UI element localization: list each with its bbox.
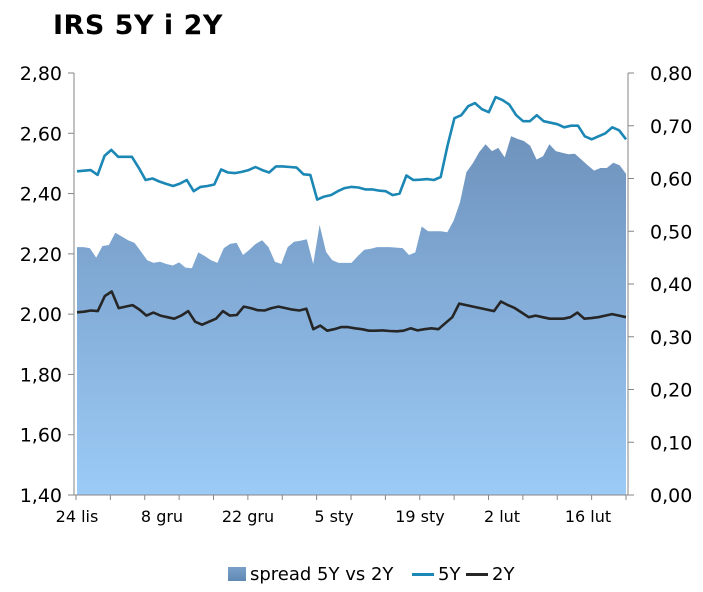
legend-item-spread: spread 5Y vs 2Y: [228, 560, 393, 588]
legend: spread 5Y vs 2Y 5Y 2Y: [0, 560, 703, 588]
y-right-tick-label: 0,30: [650, 327, 692, 349]
legend-label-5y: 5Y: [438, 563, 461, 585]
legend-label-2y: 2Y: [492, 563, 515, 585]
x-tick-label: 16 lut: [565, 507, 611, 526]
y-right-tick-label: 0,10: [650, 432, 692, 454]
x-tick-label: 8 gru: [141, 507, 183, 526]
y-left-tick-label: 2,80: [20, 63, 62, 85]
y-right-tick-label: 0,70: [650, 116, 692, 138]
series-area-spread: [77, 136, 626, 496]
legend-label-spread: spread 5Y vs 2Y: [250, 563, 394, 585]
legend-item-5y: 5Y: [412, 560, 460, 588]
legend-swatch-2y: [466, 572, 488, 576]
x-tick-label: 19 sty: [395, 507, 445, 526]
chart-title: IRS 5Y i 2Y: [53, 10, 223, 41]
y-right-tick-label: 0,20: [650, 380, 692, 402]
y-left-tick-label: 2,20: [20, 244, 62, 266]
legend-item-2y: 2Y: [466, 560, 514, 588]
series-line-2y: [76, 290, 627, 333]
y-left-tick-label: 2,00: [20, 304, 62, 326]
x-tick-label: 22 gru: [222, 507, 274, 526]
x-tick-label: 24 lis: [56, 507, 99, 526]
x-tick-label: 5 sty: [314, 507, 353, 526]
y-left-tick-label: 2,60: [20, 123, 62, 145]
y-right-tick-label: 0,80: [650, 63, 692, 85]
legend-swatch-spread: [228, 567, 246, 581]
y-right-tick-label: 0,00: [650, 485, 692, 507]
y-right-tick-label: 0,40: [650, 274, 692, 296]
y-right-tick-label: 0,60: [650, 169, 692, 191]
y-right-tick-label: 0,50: [650, 221, 692, 243]
series-line-5y: [76, 95, 628, 201]
legend-swatch-5y: [412, 572, 434, 576]
y-left-tick-label: 1,40: [20, 485, 62, 507]
y-left-tick-label: 1,80: [20, 364, 62, 386]
x-tick-label: 2 lut: [484, 507, 520, 526]
y-left-tick-label: 2,40: [20, 184, 62, 206]
y-left-tick-label: 1,60: [20, 425, 62, 447]
